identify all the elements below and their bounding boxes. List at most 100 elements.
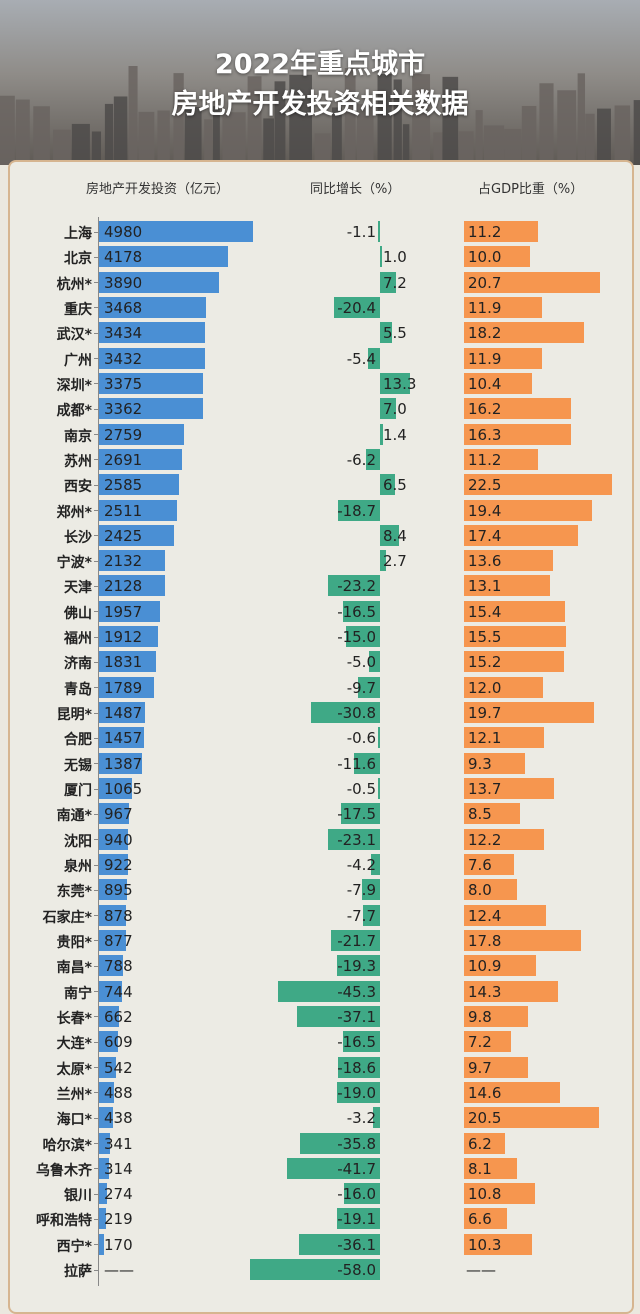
gdp-share-bar (464, 271, 601, 293)
tick-mark (94, 585, 98, 587)
gdp-share-value: 15.4 (468, 602, 502, 621)
growth-value: 6.5 (383, 476, 407, 495)
city-label: 重庆 (64, 301, 92, 318)
building (412, 74, 431, 165)
gdp-share-bar (464, 322, 584, 344)
growth-value: 7.2 (383, 273, 407, 292)
tick-mark (94, 1143, 98, 1145)
gdp-share-value: 13.7 (468, 780, 502, 799)
growth-value: -7.9 (346, 881, 376, 900)
growth-value: 1.4 (383, 425, 407, 444)
investment-bar (99, 676, 155, 698)
building (614, 105, 631, 165)
gdp-share-bar (464, 1208, 508, 1230)
building (53, 129, 71, 165)
growth-bar (380, 372, 410, 394)
tick-mark (94, 1092, 98, 1094)
growth-bar (299, 1132, 380, 1154)
city-label: 南昌* (56, 960, 92, 977)
city-label: 沈阳 (64, 833, 92, 850)
gdp-share-bar (464, 296, 543, 318)
tick-mark (94, 1244, 98, 1246)
growth-value: -0.5 (346, 780, 376, 799)
investment-bar (99, 929, 127, 951)
investment-value: 1457 (104, 729, 143, 748)
city-label: 佛山 (64, 605, 92, 622)
investment-bar (99, 474, 179, 496)
investment-bar (99, 955, 124, 977)
city-label: 武汉* (56, 327, 92, 344)
investment-bar (99, 1157, 109, 1179)
investment-value: 3375 (104, 374, 143, 393)
gdp-share-value: 12.2 (468, 830, 502, 849)
investment-bar (99, 322, 206, 344)
investment-bar (99, 904, 127, 926)
building (377, 73, 392, 165)
growth-bar (296, 1005, 380, 1027)
gdp-share-value: 16.3 (468, 425, 502, 444)
building (577, 73, 586, 165)
building (331, 107, 342, 165)
tick-mark (94, 383, 98, 385)
growth-bar (380, 423, 384, 445)
growth-bar (337, 1081, 380, 1103)
investment-bar (99, 778, 132, 800)
growth-bar (362, 904, 380, 926)
investment-bar (99, 448, 183, 470)
investment-value: 788 (104, 957, 133, 976)
gdp-share-value: 14.3 (468, 982, 502, 1001)
gdp-share-value: 19.7 (468, 704, 502, 723)
investment-value: 542 (104, 1058, 133, 1077)
investment-value: 4178 (104, 248, 143, 267)
growth-value: -23.2 (337, 577, 376, 596)
investment-value: 170 (104, 1235, 133, 1254)
skyline-banner: 2022年重点城市 房地产开发投资相关数据 (0, 0, 640, 165)
tick-mark (94, 231, 98, 233)
tick-mark (94, 940, 98, 942)
building (557, 90, 577, 165)
gdp-share-value: —— (466, 1261, 496, 1280)
building (104, 103, 114, 165)
investment-value: 274 (104, 1185, 133, 1204)
city-label: 大连* (56, 1036, 92, 1053)
growth-value: -35.8 (337, 1134, 376, 1153)
investment-value: 2511 (104, 501, 143, 520)
tick-mark (94, 915, 98, 917)
growth-value: -18.7 (337, 501, 376, 520)
building (539, 83, 554, 165)
gdp-share-value: 22.5 (468, 476, 502, 495)
title-line-1: 2022年重点城市 (214, 49, 426, 80)
tick-mark (94, 1269, 98, 1271)
investment-bar (99, 626, 159, 648)
investment-value: 609 (104, 1033, 133, 1052)
investment-bar (99, 1233, 105, 1255)
tick-mark (94, 712, 98, 714)
gdp-share-bar (464, 854, 514, 875)
building (289, 74, 312, 165)
gdp-share-bar (464, 1132, 505, 1154)
gdp-share-bar (464, 1005, 529, 1027)
growth-bar (380, 271, 397, 293)
gdp-share-bar (464, 524, 579, 546)
growth-value: -16.5 (337, 1033, 376, 1052)
tick-mark (94, 358, 98, 360)
building (585, 113, 595, 165)
gdp-share-value: 6.6 (468, 1210, 492, 1229)
growth-value: -19.1 (337, 1210, 376, 1229)
city-label: 杭州* (56, 276, 92, 293)
investment-bar (99, 1183, 108, 1205)
investment-value: 3432 (104, 349, 143, 368)
investment-bar (99, 347, 206, 369)
city-label: 长春* (56, 1010, 92, 1027)
gdp-share-value: 17.8 (468, 931, 502, 950)
tick-mark (94, 687, 98, 689)
growth-bar (340, 803, 380, 825)
investment-value: 3362 (104, 400, 143, 419)
investment-bar (99, 296, 207, 318)
tick-mark (94, 611, 98, 613)
growth-value: -19.3 (337, 957, 376, 976)
investment-value: 878 (104, 906, 133, 925)
gdp-share-bar (464, 1031, 512, 1053)
tick-mark (94, 459, 98, 461)
title-line-2: 房地产开发投资相关数据 (171, 89, 469, 120)
